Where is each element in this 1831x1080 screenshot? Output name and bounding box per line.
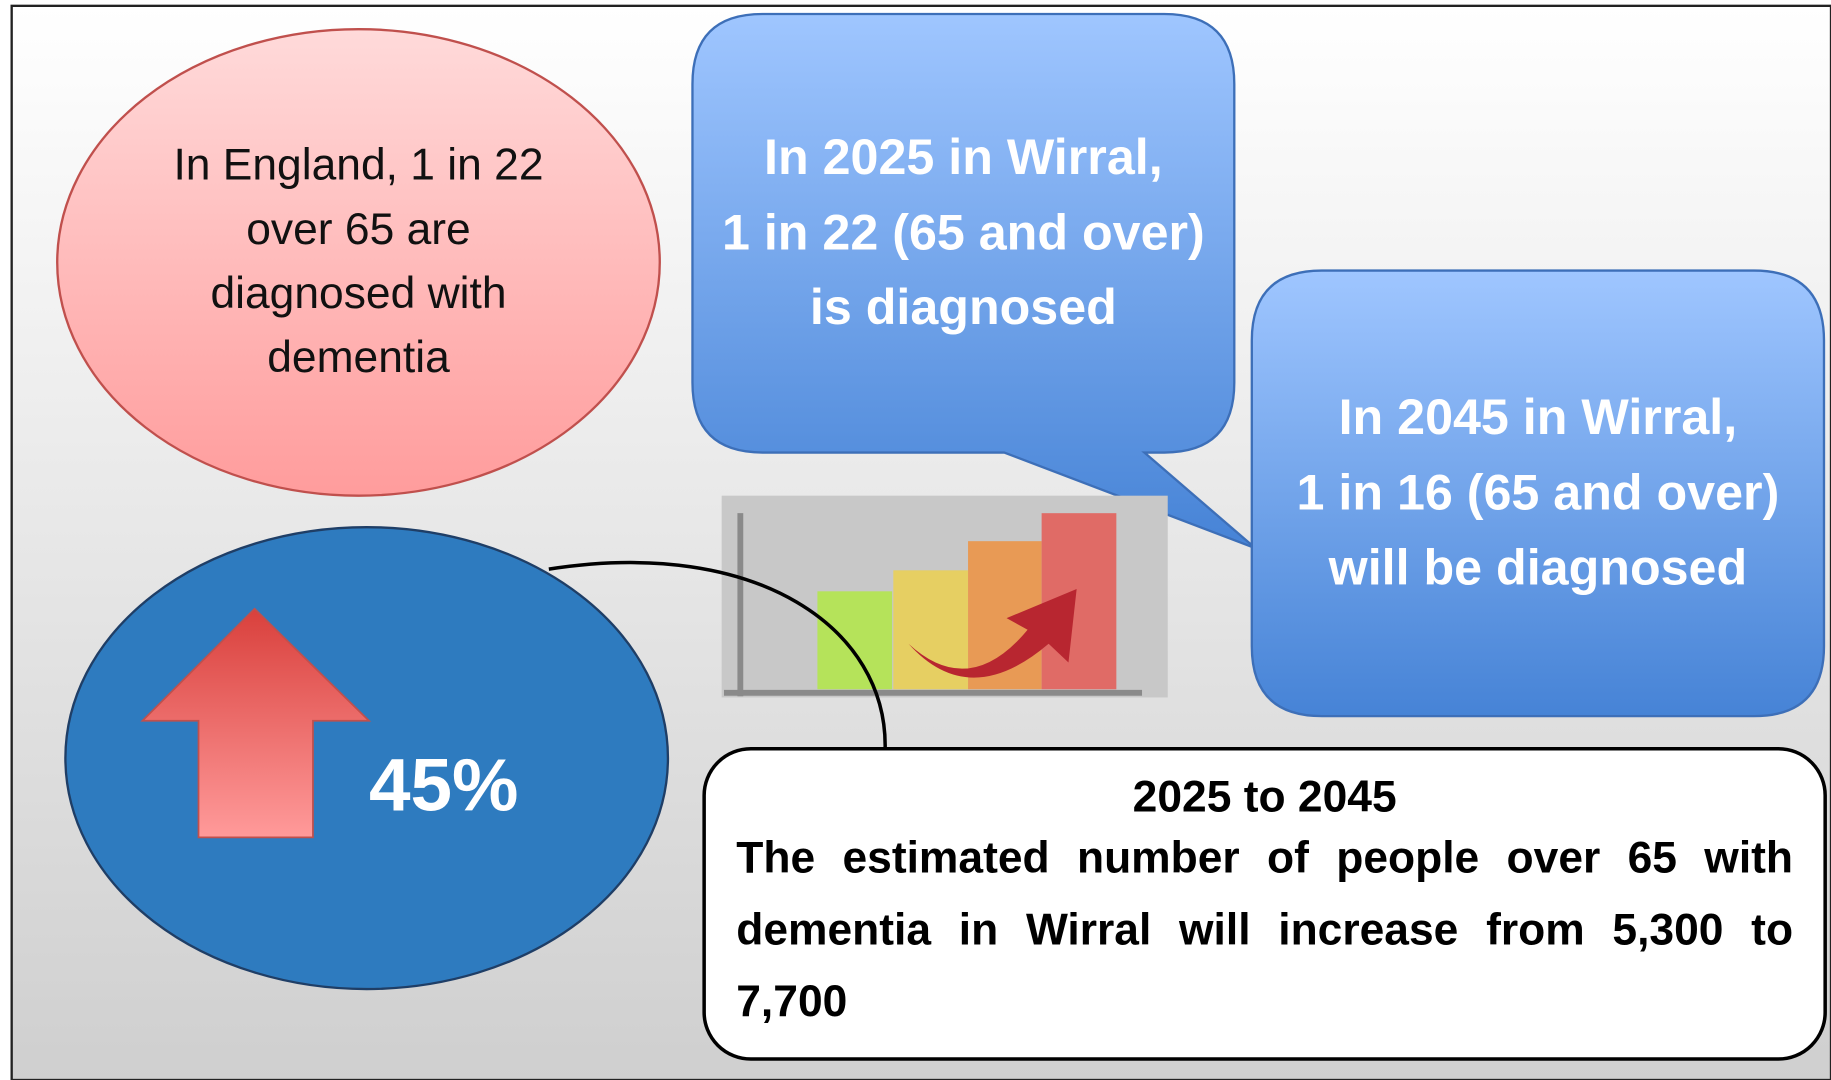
callout-2045-heading: In 2045 in Wirral, xyxy=(1293,381,1783,456)
callout-2025-text-box: In 2025 in Wirral,1 in 22 (65 and over) … xyxy=(692,14,1234,453)
page: In England, 1 in 22 over 65 are diagnose… xyxy=(0,0,1831,1080)
summary-text: The estimated number of people over 65 w… xyxy=(736,824,1793,1039)
increase-ellipse xyxy=(65,527,668,989)
callout-2025-text: 1 in 22 (65 and over) is diagnosed xyxy=(718,196,1208,346)
callout-2025-heading: In 2025 in Wirral, xyxy=(718,120,1208,195)
chart-icon-bar xyxy=(817,591,892,689)
england-text: In England, 1 in 22 over 65 are diagnose… xyxy=(166,134,551,391)
callout-2045-text: 1 in 16 (65 and over) will be diagnosed xyxy=(1293,456,1783,606)
summary-heading: 2025 to 2045 xyxy=(1133,773,1397,823)
infographic: In England, 1 in 22 over 65 are diagnose… xyxy=(0,0,1831,1080)
england-text-box: In England, 1 in 22 over 65 are diagnose… xyxy=(125,52,592,472)
increase-label: 45% xyxy=(369,743,519,827)
callout-2045-text-box: In 2045 in Wirral,1 in 16 (65 and over) … xyxy=(1252,271,1824,717)
